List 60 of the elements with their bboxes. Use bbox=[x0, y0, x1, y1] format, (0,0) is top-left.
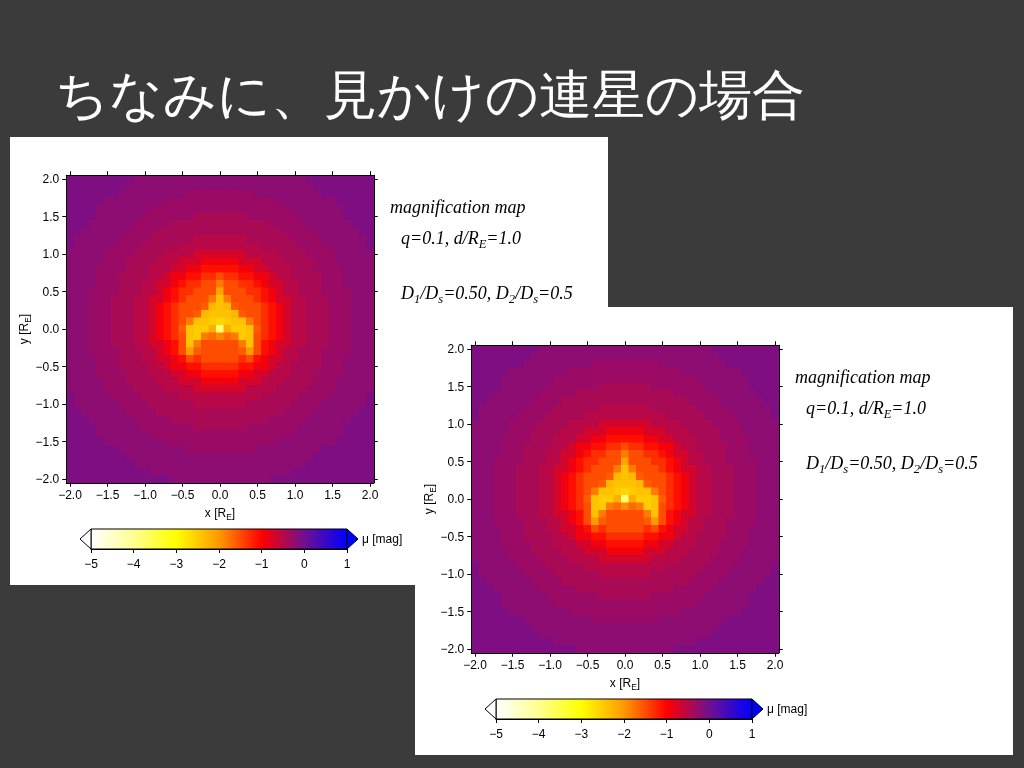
x-axis-title: x [R$_{E}$] bbox=[609, 675, 641, 692]
color-bar-label: 0 bbox=[300, 557, 308, 571]
text: q=0.1, d/R$_{E}$=1.0 bbox=[401, 228, 522, 251]
text: q=0.1, d/R$_{E}$=1.0 bbox=[806, 398, 927, 421]
y-tick-label: 1.5 bbox=[42, 209, 60, 224]
y-tick-label: 0.5 bbox=[42, 284, 60, 299]
text: D$_{1}$/D$_{s}$=0.50, D$_{2}$/D$_{s}$=0.5 bbox=[401, 283, 573, 306]
y-tick-label: −0.5 bbox=[35, 359, 60, 374]
y-tick-label: −1.5 bbox=[440, 604, 465, 619]
color-bar-title: μ [mag] bbox=[362, 532, 403, 546]
color-bar-label: −1 bbox=[254, 557, 269, 571]
y-tick-label: −1.0 bbox=[35, 397, 60, 411]
x-axis-title: x [R$_{E}$] bbox=[204, 505, 236, 522]
color-bar-label: −4 bbox=[126, 557, 141, 571]
x-tick-label: −1.0 bbox=[538, 657, 563, 672]
color-bar-label: 0 bbox=[705, 727, 713, 741]
y-tick-label: 2.0 bbox=[42, 172, 60, 186]
x-tick-label: 0.0 bbox=[616, 657, 634, 672]
color-bar-label: −5 bbox=[84, 557, 99, 571]
x-tick-label: −2.0 bbox=[463, 657, 488, 672]
y-tick-label: 1.0 bbox=[447, 417, 465, 431]
text: magnification map bbox=[390, 197, 526, 217]
color-bar-label: −3 bbox=[169, 557, 184, 571]
y-tick-label: −0.5 bbox=[440, 529, 465, 544]
x-tick-label: −0.5 bbox=[170, 487, 195, 502]
x-tick-label: −0.5 bbox=[575, 657, 600, 672]
x-tick-label: −1.0 bbox=[133, 487, 158, 502]
color-bar-title: μ [mag] bbox=[767, 702, 808, 716]
y-tick-label: 1.5 bbox=[447, 379, 465, 394]
color-bar-label: −3 bbox=[574, 727, 589, 741]
color-bar-label: −4 bbox=[531, 727, 546, 741]
text: D$_{1}$/D$_{s}$=0.50, D$_{2}$/D$_{s}$=0.5 bbox=[806, 453, 978, 476]
color-bar-label: 1 bbox=[343, 557, 351, 571]
y-tick-label: −2.0 bbox=[35, 472, 60, 486]
x-tick-label: 1.5 bbox=[324, 487, 342, 502]
y-tick-label: 0.0 bbox=[42, 322, 60, 336]
color-bar-label: −1 bbox=[659, 727, 674, 741]
x-tick-label: 2.0 bbox=[766, 657, 784, 672]
x-tick-label: 1.0 bbox=[691, 657, 709, 672]
x-tick-label: 1.5 bbox=[729, 657, 747, 672]
x-tick-label: 0.0 bbox=[211, 487, 229, 502]
y-tick-label: 2.0 bbox=[447, 342, 465, 356]
color-bar-label: −2 bbox=[212, 557, 227, 571]
text: magnification map bbox=[795, 367, 931, 387]
x-tick-label: −2.0 bbox=[58, 487, 83, 502]
y-tick-label: −2.0 bbox=[440, 642, 465, 656]
y-tick-label: −1.0 bbox=[440, 567, 465, 581]
y-tick-label: 1.0 bbox=[42, 247, 60, 261]
color-bar-label: 1 bbox=[748, 727, 756, 741]
y-tick-label: −1.5 bbox=[35, 434, 60, 449]
x-tick-label: 2.0 bbox=[361, 487, 379, 502]
color-bar-label: −5 bbox=[489, 727, 504, 741]
chart-title: ちなみに、見かけの連星の場合 bbox=[55, 64, 805, 126]
color-bar-label: −2 bbox=[617, 727, 632, 741]
x-tick-label: 0.5 bbox=[654, 657, 672, 672]
x-tick-label: −1.5 bbox=[500, 657, 525, 672]
x-tick-label: 1.0 bbox=[286, 487, 304, 502]
x-tick-label: −1.5 bbox=[95, 487, 120, 502]
x-tick-label: 0.5 bbox=[249, 487, 267, 502]
y-tick-label: 0.5 bbox=[447, 454, 465, 469]
